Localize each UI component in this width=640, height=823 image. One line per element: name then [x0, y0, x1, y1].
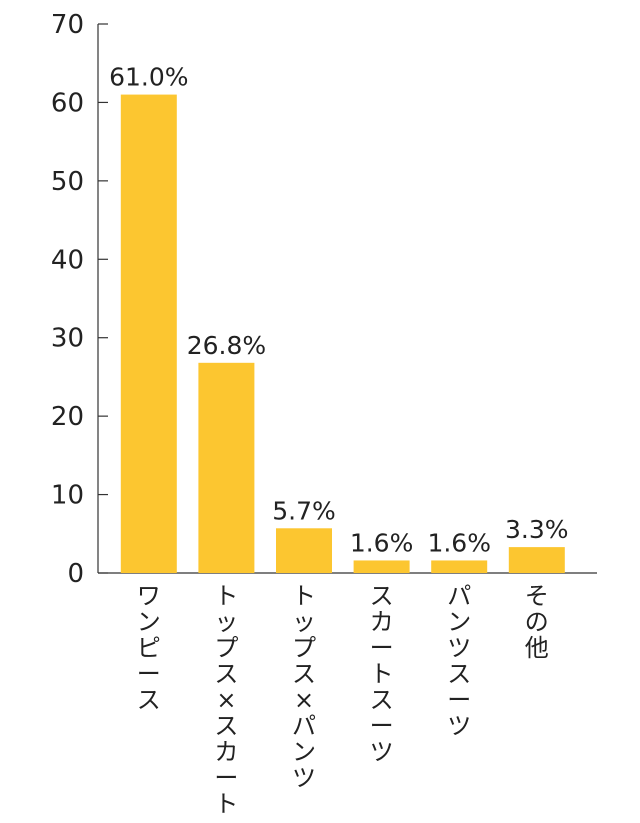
y-tick-label: 50 — [51, 167, 84, 197]
bar — [276, 528, 332, 573]
bar-value-label: 1.6% — [350, 528, 414, 557]
bar — [120, 94, 177, 573]
y-tick-label: 30 — [51, 324, 84, 354]
y-tick-label: 10 — [51, 481, 84, 511]
category-label: トップス×パンツ — [292, 582, 316, 792]
y-tick-label: 70 — [51, 10, 84, 40]
category-labels: ワンピース トップス×スカート トップス×パンツ スカートスーツ パンツスーツ その他 — [137, 582, 549, 818]
bar-value-label: 61.0% — [109, 63, 188, 92]
y-tick-label: 0 — [67, 559, 84, 589]
bar — [508, 547, 565, 573]
y-axis: 0 10 20 30 40 50 60 70 — [51, 10, 108, 589]
bar — [431, 560, 488, 573]
bar-value-label: 1.6% — [427, 528, 491, 557]
bar-value-label: 26.8% — [187, 331, 266, 360]
category-label: トップス×スカート — [214, 582, 238, 818]
category-label: スカートスーツ — [370, 582, 394, 766]
category-label: パンツスーツ — [447, 582, 471, 740]
y-tick-label: 20 — [51, 402, 84, 432]
y-tick-label: 60 — [51, 88, 84, 118]
bars — [120, 94, 565, 573]
category-label: ワンピース — [137, 582, 161, 714]
bar-value-label: 5.7% — [272, 496, 336, 525]
bar-value-label: 3.3% — [505, 515, 569, 544]
bar — [198, 362, 255, 573]
category-label: その他 — [525, 582, 549, 662]
data-labels: 61.0% 26.8% 5.7% 1.6% 1.6% 3.3% — [109, 63, 568, 558]
bar — [353, 560, 410, 573]
y-tick-label: 40 — [51, 245, 84, 275]
